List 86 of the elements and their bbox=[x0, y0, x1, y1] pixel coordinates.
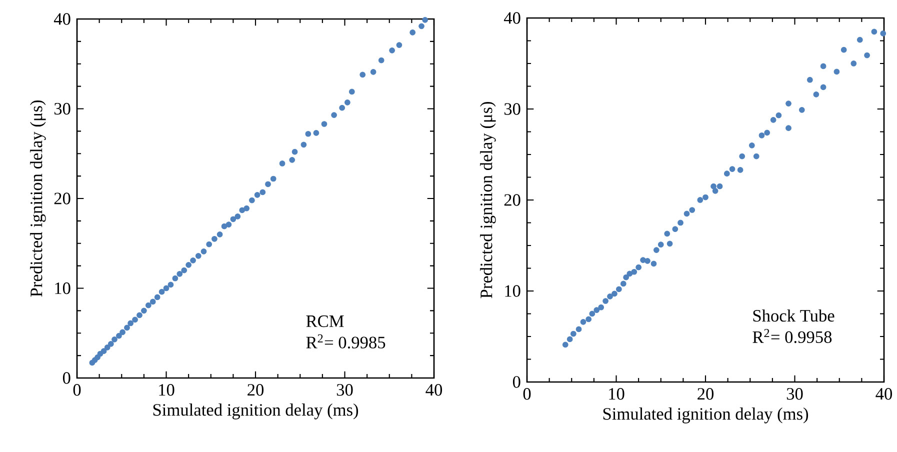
point bbox=[631, 268, 638, 275]
point bbox=[658, 242, 664, 248]
point bbox=[739, 153, 746, 160]
point bbox=[697, 197, 704, 203]
point bbox=[820, 84, 826, 90]
y-tick-label: 0 bbox=[512, 376, 520, 388]
point bbox=[813, 91, 820, 98]
y-axis-title: Predicted ignition delay (μs) bbox=[480, 102, 496, 298]
y-tick-label: 40 bbox=[504, 12, 520, 24]
annotation: R$^{2}$= 0.9958 bbox=[752, 328, 832, 344]
point bbox=[716, 183, 723, 190]
x-tick-label: 40 bbox=[876, 388, 892, 400]
point bbox=[589, 310, 596, 317]
point bbox=[644, 258, 650, 264]
point bbox=[758, 132, 765, 138]
point bbox=[820, 63, 826, 70]
point bbox=[616, 286, 622, 292]
point bbox=[666, 240, 673, 247]
point bbox=[570, 330, 576, 337]
annotation: RCM bbox=[306, 315, 344, 328]
y-tick-label: 30 bbox=[504, 103, 520, 115]
point bbox=[702, 194, 708, 200]
point bbox=[880, 30, 886, 36]
y-tick-label: 30 bbox=[54, 102, 70, 115]
annotation: R$^{2}$= 0.9985 bbox=[306, 334, 386, 348]
point bbox=[786, 125, 792, 132]
y-tick-label: 10 bbox=[505, 285, 520, 297]
point bbox=[566, 336, 573, 342]
point bbox=[623, 274, 630, 280]
x-axis-title: Simulated ignition delay (ms) bbox=[603, 408, 808, 424]
point bbox=[764, 130, 770, 136]
point bbox=[770, 116, 776, 123]
x-tick-label: 40 bbox=[426, 384, 442, 396]
point bbox=[607, 294, 613, 300]
x-tick-label: 10 bbox=[159, 384, 174, 396]
y-tick-label: 20 bbox=[504, 194, 520, 206]
x-axis-title: Simulated ignition delay (ms) bbox=[153, 404, 358, 420]
x-tick-label: 20 bbox=[698, 388, 714, 400]
point bbox=[678, 220, 684, 226]
y-tick-label: 10 bbox=[55, 282, 70, 294]
point bbox=[724, 170, 730, 177]
point bbox=[786, 100, 792, 106]
x-tick-label: 10 bbox=[609, 388, 624, 400]
point bbox=[689, 207, 696, 213]
point bbox=[562, 342, 568, 348]
annotation: Shock Tube bbox=[753, 309, 834, 322]
point bbox=[798, 106, 805, 113]
point bbox=[636, 264, 642, 270]
x-tick-label: 0 bbox=[73, 384, 81, 396]
point bbox=[737, 167, 744, 173]
point bbox=[640, 257, 646, 263]
point bbox=[672, 226, 678, 232]
x-tick-label: 30 bbox=[786, 388, 803, 400]
point bbox=[864, 52, 870, 58]
y-tick-label: 0 bbox=[62, 372, 70, 384]
point bbox=[834, 68, 840, 75]
point bbox=[586, 316, 592, 322]
point bbox=[856, 36, 863, 43]
point bbox=[712, 188, 718, 194]
point bbox=[840, 46, 847, 53]
point bbox=[620, 280, 626, 287]
point bbox=[850, 60, 857, 66]
point bbox=[612, 290, 618, 297]
point bbox=[748, 142, 755, 148]
point bbox=[626, 270, 633, 277]
x-tick-label: 30 bbox=[336, 384, 353, 396]
point bbox=[776, 112, 782, 118]
point bbox=[753, 153, 760, 160]
point bbox=[806, 76, 813, 83]
y-tick-label: 20 bbox=[54, 192, 70, 204]
point bbox=[598, 304, 604, 310]
point bbox=[710, 183, 716, 190]
point bbox=[653, 247, 660, 253]
y-tick-label: 40 bbox=[54, 13, 70, 25]
point bbox=[602, 298, 608, 304]
y-axis-title: Predicted ignition delay (μs) bbox=[30, 100, 46, 297]
point bbox=[684, 210, 690, 217]
point bbox=[594, 307, 600, 314]
point bbox=[871, 28, 878, 35]
x-tick-label: 20 bbox=[248, 384, 264, 396]
point bbox=[729, 166, 736, 172]
point bbox=[664, 230, 670, 237]
point bbox=[576, 326, 582, 332]
point bbox=[580, 318, 586, 325]
x-tick-label: 0 bbox=[523, 388, 531, 400]
point bbox=[650, 260, 657, 267]
